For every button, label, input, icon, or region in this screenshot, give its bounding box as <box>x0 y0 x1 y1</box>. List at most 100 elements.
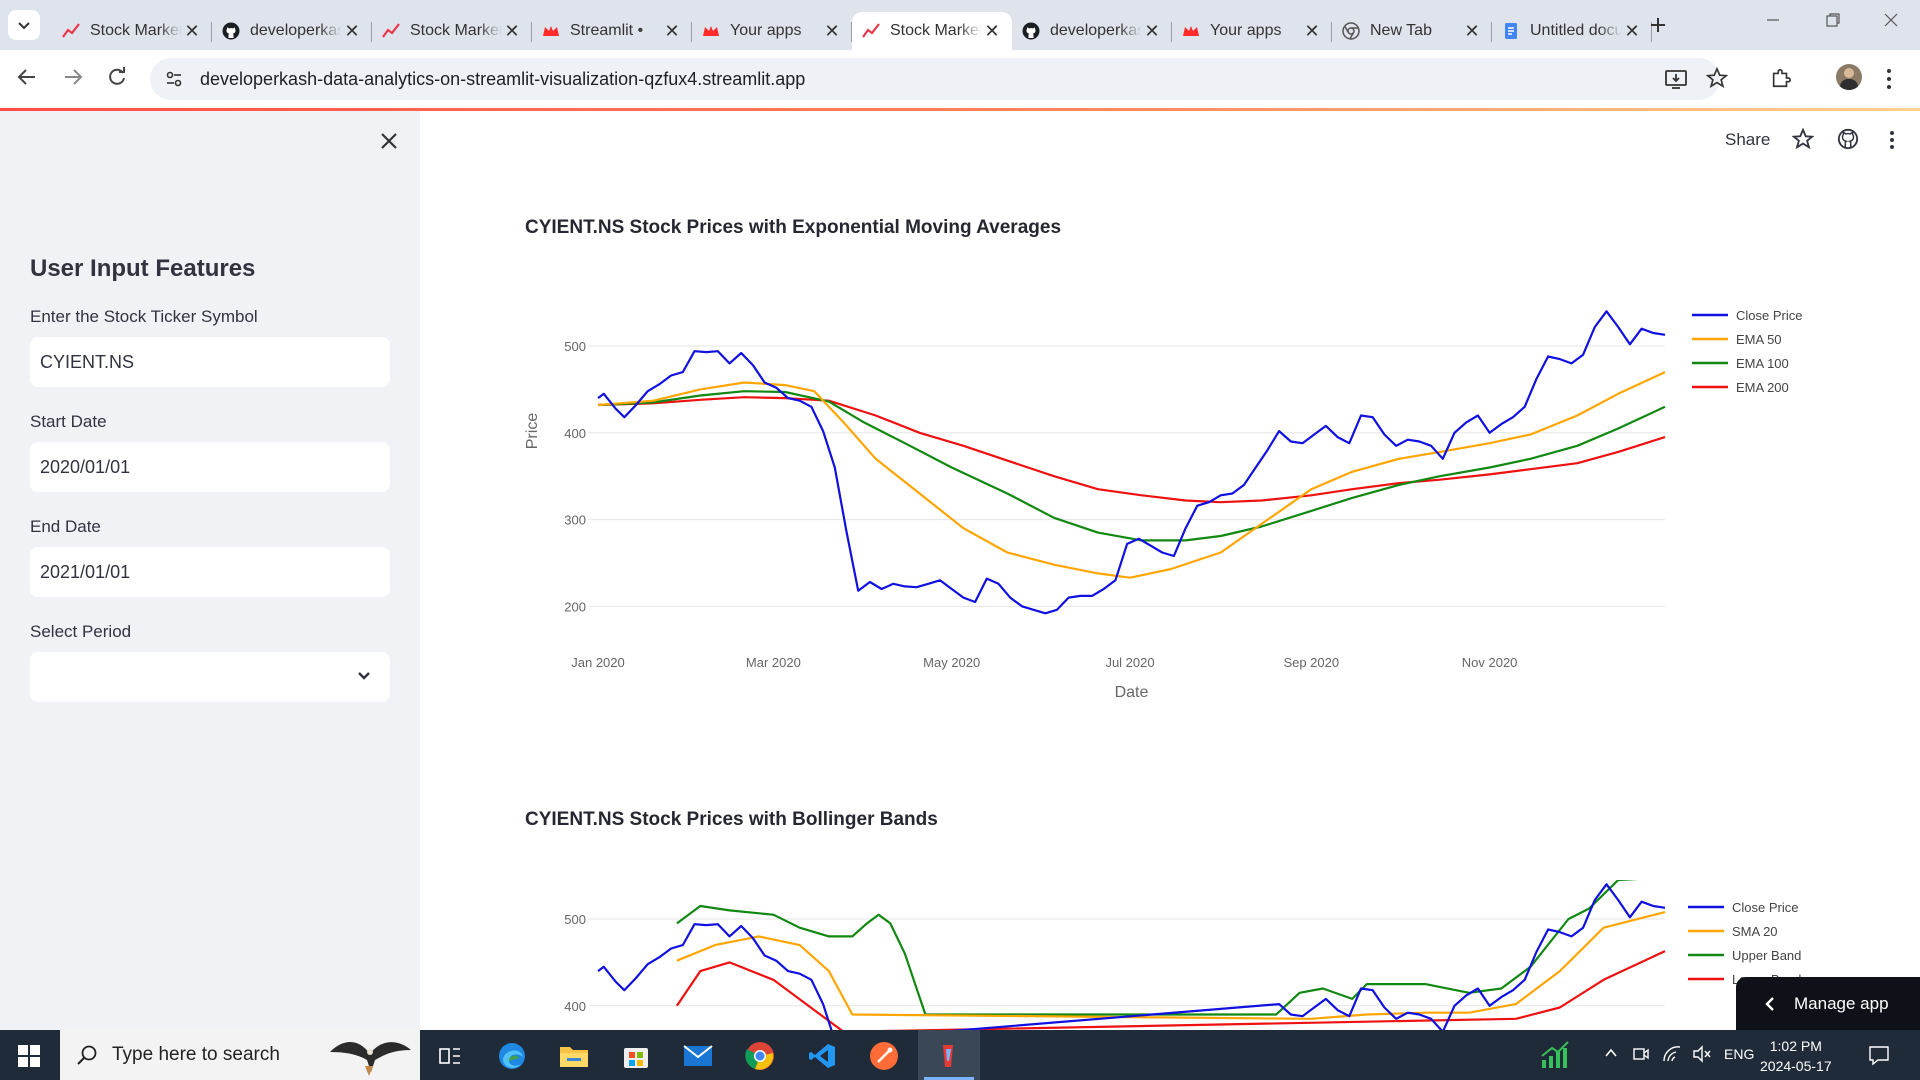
tab-close-icon[interactable]: ✕ <box>344 20 360 41</box>
postman-app[interactable] <box>866 1038 902 1074</box>
tab-title: Stock Market <box>90 22 182 39</box>
chevron-down-icon <box>358 672 370 680</box>
bookmark-button[interactable] <box>1705 66 1729 94</box>
extensions-button[interactable] <box>1770 67 1792 94</box>
task-view-button[interactable] <box>432 1038 468 1074</box>
minimize-button[interactable] <box>1765 12 1781 33</box>
forward-button[interactable] <box>62 66 84 94</box>
new-tab-button[interactable] <box>1650 12 1666 40</box>
x-tick-label: Mar 2020 <box>746 655 801 670</box>
vscode-icon <box>809 1044 835 1068</box>
taskbar-clock[interactable]: 1:02 PM 2024-05-17 <box>1760 1036 1832 1076</box>
browser-tab[interactable]: New Tab ✕ <box>1332 12 1492 50</box>
browser-menu-button[interactable] <box>1886 68 1892 95</box>
vscode-app[interactable] <box>804 1038 840 1074</box>
chrome-app[interactable] <box>742 1038 778 1074</box>
github-icon <box>222 22 240 40</box>
camera-icon <box>1633 1048 1649 1060</box>
app-with-active-window[interactable] <box>930 1038 966 1074</box>
back-button[interactable] <box>16 66 38 94</box>
tab-close-icon[interactable]: ✕ <box>184 20 200 41</box>
chart-title: CYIENT.NS Stock Prices with Exponential … <box>525 217 1062 238</box>
manage-app-button[interactable]: Manage app <box>1736 977 1920 1030</box>
meet-now-icon[interactable] <box>1632 1045 1650 1066</box>
stock-widget-icon[interactable] <box>1540 1040 1570 1075</box>
sidebar-close-button[interactable] <box>380 126 398 157</box>
speaker-muted-icon <box>1693 1045 1711 1063</box>
search-icon <box>77 1045 97 1065</box>
start-date-input[interactable]: 2020/01/01 <box>30 442 390 492</box>
restore-button[interactable] <box>1825 12 1841 33</box>
favorite-button[interactable] <box>1791 127 1815 155</box>
github-icon <box>1022 22 1040 40</box>
tab-list: Stock Market✕developerkash✕Stock Market✕… <box>52 6 1652 50</box>
app-menu-button[interactable] <box>1889 130 1895 155</box>
chevron-down-icon <box>18 22 30 30</box>
file-explorer-app[interactable] <box>556 1038 592 1074</box>
browser-tab[interactable]: developerkash✕ <box>212 12 372 50</box>
close-icon <box>1884 13 1898 27</box>
star-icon <box>1705 66 1729 89</box>
end-date-label: End Date <box>30 517 101 536</box>
kebab-menu-icon <box>1887 69 1891 89</box>
site-info-icon[interactable] <box>164 69 184 89</box>
app-logo-icon <box>943 1045 953 1067</box>
browser-tab[interactable]: Untitled document✕ <box>1492 12 1652 50</box>
header-decoration-line <box>0 108 1920 111</box>
tab-title: New Tab <box>1370 22 1432 39</box>
share-button[interactable]: Share <box>1725 130 1771 149</box>
github-button[interactable] <box>1837 128 1859 155</box>
url-omnibox[interactable]: developerkash-data-analytics-on-streamli… <box>150 58 1720 100</box>
edge-app[interactable] <box>494 1038 530 1074</box>
legend-label: SMA 20 <box>1732 924 1778 939</box>
tab-close-icon[interactable]: ✕ <box>504 20 520 41</box>
tab-close-icon[interactable]: ✕ <box>984 20 1000 41</box>
tab-close-icon[interactable]: ✕ <box>1304 20 1320 41</box>
legend-label: EMA 50 <box>1736 332 1782 347</box>
store-icon <box>624 1048 648 1068</box>
puzzle-icon <box>1772 68 1791 88</box>
series-line-sma-20 <box>676 911 1666 1020</box>
install-app-button[interactable] <box>1664 68 1688 95</box>
browser-tab[interactable]: Stock Market ✕ <box>52 12 212 50</box>
browser-tab[interactable]: Your apps ✕ <box>692 12 852 50</box>
y-tick-label: 500 <box>564 339 586 354</box>
chart-up-icon <box>1541 1041 1569 1068</box>
tab-close-icon[interactable]: ✕ <box>1144 20 1160 41</box>
ema-chart: 200 300 400 500 Jan 2020 Mar 2020 May 2020 Jul … <box>524 308 1802 700</box>
language-indicator[interactable]: ENG <box>1724 1046 1755 1062</box>
browser-tab[interactable]: developerkash✕ <box>1012 12 1172 50</box>
y-axis-label: Price <box>524 413 541 450</box>
browser-tab[interactable]: Streamlit • ✕ <box>532 12 692 50</box>
browser-tab[interactable]: Stock Market ✕ <box>372 12 532 50</box>
mail-app[interactable] <box>680 1038 716 1074</box>
start-button[interactable] <box>18 1045 40 1067</box>
volume-icon[interactable] <box>1692 1045 1712 1066</box>
browser-tab[interactable]: Stock Market ✕ <box>852 12 1012 50</box>
browser-tab[interactable]: Your apps ✕ <box>1172 12 1332 50</box>
taskbar-search[interactable]: Type here to search <box>60 1030 420 1080</box>
url-text: developerkash-data-analytics-on-streamli… <box>200 68 806 89</box>
tab-close-icon[interactable]: ✕ <box>1464 20 1480 41</box>
notifications-button[interactable] <box>1868 1044 1890 1071</box>
task-view-icon <box>439 1048 460 1064</box>
tab-close-icon[interactable]: ✕ <box>824 20 840 41</box>
streamlit-trend-icon <box>382 22 400 40</box>
taskbar: Type here to search <box>0 1030 1920 1080</box>
close-window-button[interactable] <box>1883 12 1899 33</box>
network-icon[interactable] <box>1662 1045 1682 1066</box>
tab-search-button[interactable] <box>8 10 40 40</box>
ticker-input[interactable]: CYIENT.NS <box>30 337 390 387</box>
minimize-icon <box>1767 19 1779 21</box>
profile-avatar[interactable] <box>1836 64 1862 90</box>
tab-close-icon[interactable]: ✕ <box>664 20 680 41</box>
streamlit-trend-icon <box>862 22 880 40</box>
show-hidden-icons-button[interactable] <box>1603 1045 1619 1064</box>
end-date-input[interactable]: 2021/01/01 <box>30 547 390 597</box>
reload-button[interactable] <box>106 66 128 94</box>
store-app[interactable] <box>618 1038 654 1074</box>
tab-close-icon[interactable]: ✕ <box>1624 20 1640 41</box>
period-select[interactable] <box>30 652 390 702</box>
folder-icon <box>560 1047 588 1067</box>
